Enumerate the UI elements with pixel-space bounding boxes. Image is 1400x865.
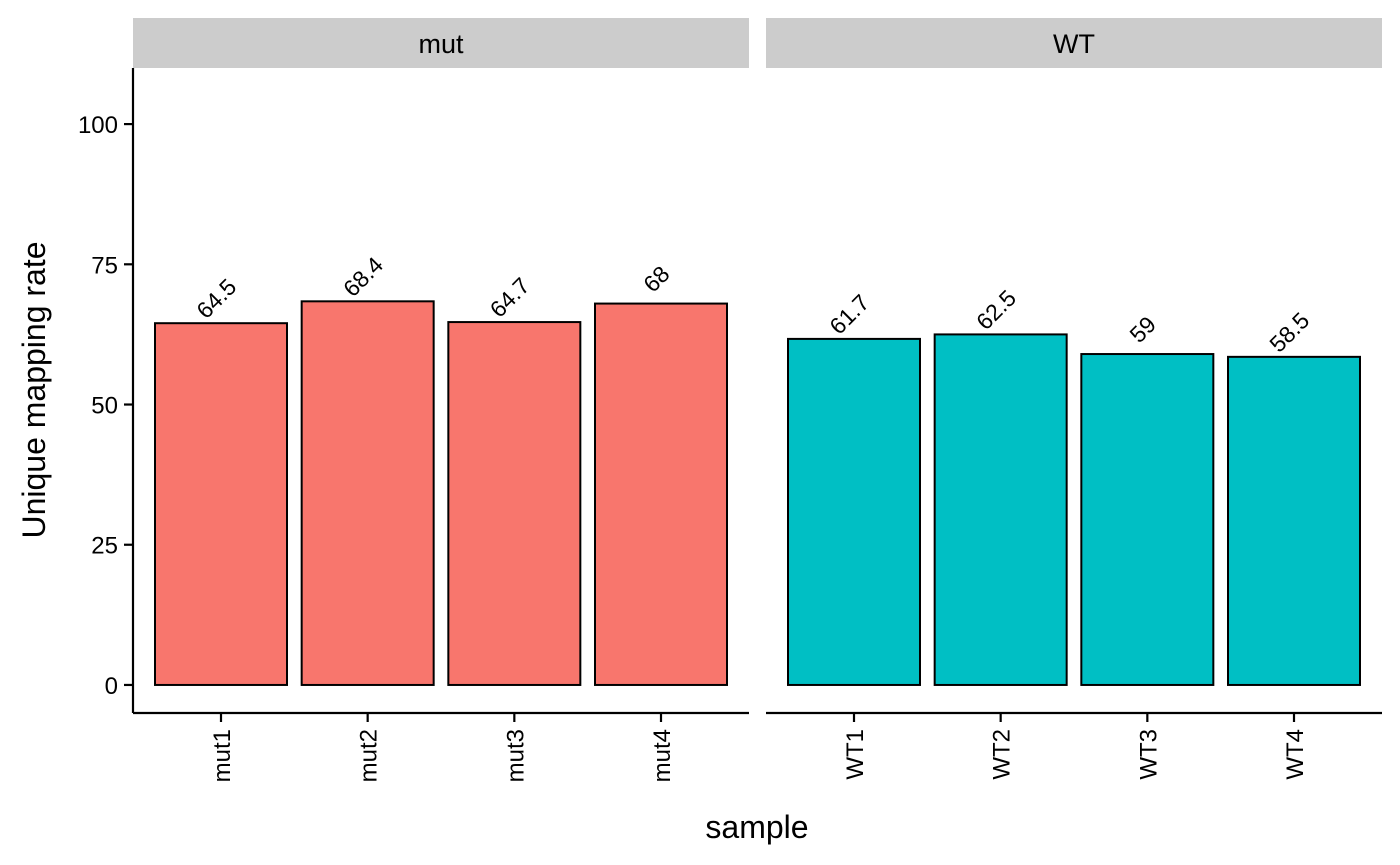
facet-strip <box>766 18 1382 68</box>
bar-value-label: 58.5 <box>1264 307 1314 357</box>
bar-value-label: 64.7 <box>485 272 535 322</box>
x-tick-label: mut2 <box>356 729 383 782</box>
x-tick-label: WT3 <box>1135 729 1162 780</box>
y-tick-label: 0 <box>105 673 118 700</box>
facets: mut64.5mut168.4mut264.7mut368mut4WT61.7W… <box>133 18 1382 782</box>
facet-strip <box>133 18 749 68</box>
facet-wt: WT 61.7 WT1 62.5 WT2 59 WT3 58.5 WT4 <box>766 18 1382 780</box>
bar-mut1 <box>154 322 288 686</box>
x-tick-label: WT2 <box>989 729 1016 780</box>
y-axis: 0 25 50 75 100 <box>78 68 135 713</box>
bar-mut3 <box>447 321 582 686</box>
y-axis-title: Unique mapping rate <box>16 241 52 538</box>
bar-wt1 <box>787 337 921 686</box>
y-tick-label: 100 <box>78 112 118 139</box>
bar-value-label: 64.5 <box>191 274 241 324</box>
x-tick-label: WT1 <box>842 729 869 780</box>
x-axis-title: sample <box>705 809 808 845</box>
bar-mut4 <box>594 302 728 686</box>
bar-value-label: 61.7 <box>824 289 874 339</box>
bar-value-label: 59 <box>1124 311 1160 347</box>
bar-value-label: 68 <box>638 261 674 297</box>
bar-wt3 <box>1080 353 1215 686</box>
bar-value-label: 62.5 <box>971 285 1021 335</box>
facet-strip-label: mut <box>418 29 464 59</box>
facet-mut: mut 64.5 mut1 68.4 mut2 64.7 mut3 68 mut4 <box>133 18 749 782</box>
bar-wt4 <box>1227 355 1361 686</box>
y-tick-label: 50 <box>91 393 118 420</box>
x-tick-label: mut3 <box>502 729 529 782</box>
bar-mut2 <box>300 300 435 686</box>
bar-wt2 <box>933 333 1068 686</box>
facet-strip-label: WT <box>1053 29 1095 59</box>
x-tick-label: mut1 <box>209 729 236 782</box>
x-tick-label: mut4 <box>649 729 676 782</box>
y-tick-label: 75 <box>91 252 118 279</box>
bar-value-label: 68.4 <box>338 251 388 301</box>
x-tick-label: WT4 <box>1282 729 1309 780</box>
y-tick-label: 25 <box>91 533 118 560</box>
